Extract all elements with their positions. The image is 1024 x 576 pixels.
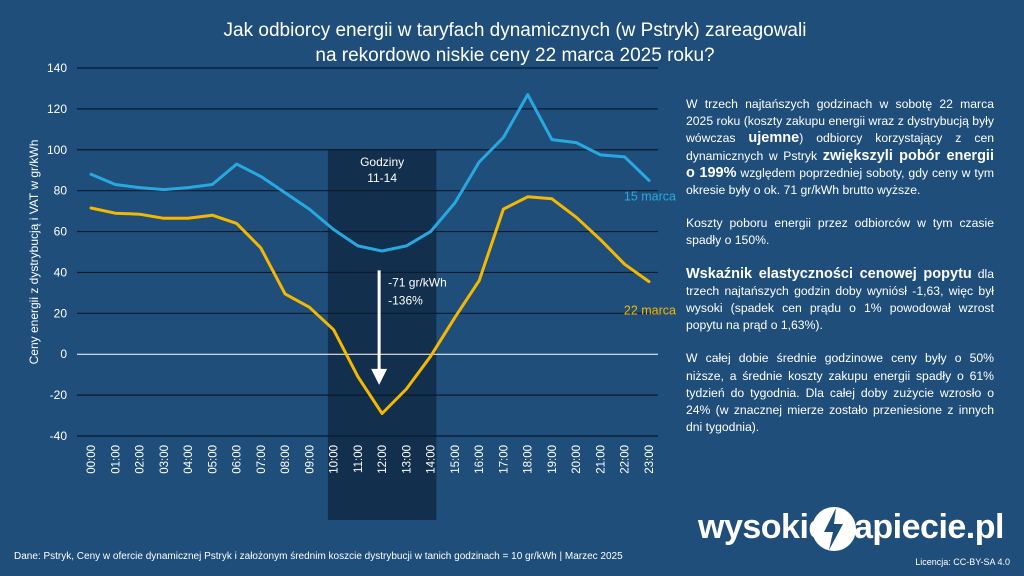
x-tick-label: 13:00 [401,445,413,474]
x-tick-label: 02:00 [135,445,147,474]
y-tick-label: 140 [47,61,67,75]
x-tick-label: 03:00 [159,445,171,474]
title-line-1: Jak odbiorcy energii w taryfach dynamicz… [223,20,807,41]
chart-title: Jak odbiorcy energii w taryfach dynamicz… [120,18,910,68]
y-tick-label: -20 [50,388,68,402]
y-tick-label: 0 [60,347,67,361]
x-tick-label: 22:00 [620,445,632,474]
x-tick-label: 11:00 [353,445,365,473]
y-tick-label: 100 [47,143,67,157]
x-tick-label: 20:00 [571,445,583,474]
x-tick-label: 00:00 [86,445,98,474]
side-paragraph-4: W całej dobie średnie godzinowe ceny był… [686,351,994,435]
x-tick-label: 19:00 [547,445,559,474]
logo-text-right: apiecie.pl [854,508,1004,546]
x-tick-label: 16:00 [474,445,486,474]
x-tick-label: 09:00 [304,445,316,474]
series-line-2 [89,195,651,415]
x-tick-label: 21:00 [595,445,607,474]
side-text: W trzech najtańszych godzinach w sobotę … [686,96,994,452]
x-tick-label: 10:00 [329,445,341,474]
y-tick-label: -40 [50,429,68,443]
highlight-band [327,149,437,520]
series-label-1: 15 marca [624,189,676,203]
annotation-label-line-1: -71 gr/kWh [388,275,447,289]
emphasis-elasticity: Wskaźnik elastyczności cenowej popytu [686,265,972,282]
series-label-2: 22 marca [624,304,676,318]
line-chart: Godziny 11-14 -40 -20 0 20 40 60 80 100 120 140 Ceny… [27,61,676,520]
x-tick-label: 12:00 [377,445,389,474]
y-tick-label: 20 [54,306,68,320]
x-tick-label: 15:00 [450,445,462,474]
x-tick-label: 18:00 [523,445,535,474]
side-paragraph-1: W trzech najtańszych godzinach w sobotę … [686,97,994,198]
emphasis-increase: zwiększyli pobór energii o 199% [686,147,994,181]
title-line-2: na rekordowo niskie ceny 22 marca 2025 r… [315,45,715,66]
x-tick-label: 08:00 [280,445,292,474]
x-tick-label: 07:00 [256,445,268,474]
y-tick-label: 40 [54,265,68,279]
x-tick-label: 17:00 [498,445,510,474]
x-tick-label: 06:00 [232,445,244,474]
lightning-n-icon [812,507,856,551]
annotation-arrow-head [371,368,388,385]
series-line-1 [89,93,651,253]
brand-logo: wysokie apiecie.pl [698,506,1014,556]
y-tick-label: 60 [54,225,68,239]
emphasis-negative: ujemne [748,130,800,147]
side-paragraph-3: Wskaźnik elastyczności cenowej popytu dl… [686,265,995,333]
side-paragraph-2: Koszty poboru energii przez odbiorców w … [686,216,994,248]
highlight-label-line-2: 11-14 [367,171,397,185]
license-text: Licencja: CC-BY-SA 4.0 [915,557,1010,567]
annotation-label-line-2: -136% [388,293,423,307]
y-tick-label: 120 [47,102,67,116]
y-axis-label: Ceny energii z dystrybucją i VAT w gr/kW… [27,140,41,365]
x-tick-label: 04:00 [183,445,195,474]
y-tick-label: 80 [54,184,68,198]
x-tick-label: 14:00 [426,445,438,474]
x-tick-label: 23:00 [644,445,656,474]
logo-text-left: wysokie [698,508,827,546]
highlight-label-line-1: Godziny [360,155,404,169]
x-tick-label: 01:00 [110,445,122,474]
x-tick-label: 05:00 [207,445,219,474]
source-footer: Dane: Pstryk, Ceny w ofercie dynamicznej… [14,551,623,562]
